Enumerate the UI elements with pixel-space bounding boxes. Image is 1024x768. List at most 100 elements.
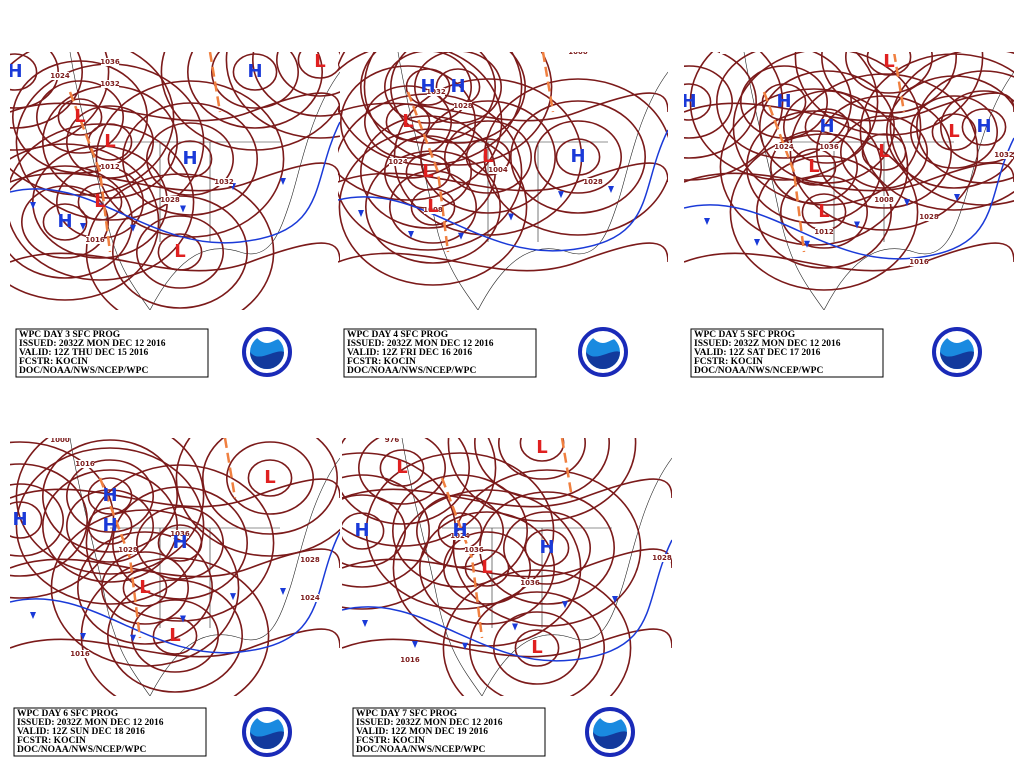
info-line: FCSTR: KOCIN <box>356 736 425 746</box>
pressure-label: 1016 <box>70 650 90 658</box>
isobar <box>247 459 293 497</box>
isobar <box>483 78 668 236</box>
noaa-logo <box>578 327 628 377</box>
info-line: DOC/NOAA/NWS/NCEP/WPC <box>694 366 823 376</box>
isobar <box>338 92 668 122</box>
info-line: VALID: 12Z MON DEC 19 2016 <box>356 727 488 737</box>
isobar <box>42 203 88 241</box>
trough <box>68 91 112 253</box>
trough <box>406 91 450 253</box>
info-line: DOC/NOAA/NWS/NCEP/WPC <box>347 366 476 376</box>
high-center: H <box>450 76 465 97</box>
isobar <box>10 441 115 599</box>
isobar <box>202 438 338 535</box>
isobar <box>107 579 243 693</box>
trough <box>440 477 484 639</box>
noaa-logo <box>932 327 982 377</box>
isobar <box>739 65 829 139</box>
front-pip <box>230 593 236 601</box>
isobar <box>187 52 323 129</box>
isobar <box>534 120 623 194</box>
info-line: ISSUED: 2032Z MON DEC 12 2016 <box>347 339 494 349</box>
cold-front <box>10 531 340 654</box>
front-pip <box>854 221 860 229</box>
pressure-label: 1008 <box>423 206 443 214</box>
isobar <box>338 162 668 192</box>
front-pip <box>30 202 36 209</box>
front-pip <box>458 232 464 240</box>
isobar <box>211 52 299 109</box>
isobar <box>252 52 340 117</box>
isobar <box>232 53 278 91</box>
front-pip <box>30 612 36 619</box>
isobar <box>146 122 235 196</box>
isobar <box>175 438 340 557</box>
isobar <box>35 80 125 154</box>
low-center: L <box>139 577 150 598</box>
front-pip <box>80 633 86 641</box>
isobar <box>136 506 225 580</box>
high-center: H <box>7 61 22 82</box>
isobar <box>342 438 497 547</box>
isobar <box>437 512 483 550</box>
isobar <box>225 52 340 139</box>
info-line: FCSTR: KOCIN <box>694 357 763 367</box>
front-pip <box>130 224 136 232</box>
info-line: ISSUED: 2032Z MON DEC 12 2016 <box>17 718 164 728</box>
front-pip <box>362 620 368 627</box>
info-line: ISSUED: 2032Z MON DEC 12 2016 <box>694 339 841 349</box>
forecast-panel: 1012 1004 1036 1024 1008 1028 1032 1016 1012 H H H H… <box>684 52 1014 310</box>
isobar <box>684 83 712 121</box>
low-center: L <box>402 111 413 132</box>
isobar <box>410 188 456 226</box>
isobar <box>716 52 852 159</box>
trough <box>98 477 142 639</box>
isobar <box>342 474 430 588</box>
low-center: L <box>264 467 275 488</box>
front-pip <box>904 199 910 207</box>
front-pip <box>954 194 960 202</box>
front-pip <box>608 186 614 194</box>
info-line: ISSUED: 2032Z MON DEC 12 2016 <box>356 718 503 728</box>
info-line: VALID: 12Z SUN DEC 18 2016 <box>17 727 145 737</box>
isobar <box>684 162 1014 192</box>
isobar <box>940 90 1014 164</box>
isobar <box>10 483 64 557</box>
isobar <box>719 88 909 246</box>
front-pip <box>754 239 760 247</box>
isobar <box>392 474 528 588</box>
high-center: H <box>570 146 585 167</box>
isobar <box>77 531 213 645</box>
coastline <box>743 52 1014 310</box>
low-center: L <box>94 191 105 212</box>
pressure-label: 1016 <box>400 656 420 664</box>
high-center: H <box>172 532 187 553</box>
pressure-label: 1024 <box>300 594 320 602</box>
info-line: WPC DAY 6 SFC PROG <box>17 709 119 719</box>
isobar <box>65 459 155 533</box>
isobar <box>136 215 225 289</box>
trough <box>223 438 237 499</box>
pressure-label: 1016 <box>909 258 929 266</box>
isobar <box>384 52 472 124</box>
isobar <box>42 439 178 553</box>
front-pip <box>412 641 418 649</box>
isobar <box>85 464 275 622</box>
front-pip <box>508 213 514 221</box>
low-center: L <box>427 196 438 217</box>
pressure-label: 1024 <box>774 143 794 151</box>
isobar <box>510 100 646 214</box>
isobar <box>816 95 952 209</box>
isobar <box>684 52 757 159</box>
pressure-label: 1036 <box>100 58 120 66</box>
isobar <box>10 143 160 301</box>
isobar <box>95 80 285 238</box>
isobar <box>338 52 523 166</box>
isobar <box>393 78 583 236</box>
front-pip <box>408 231 414 239</box>
isobar <box>112 486 248 600</box>
isobar <box>10 52 83 129</box>
pressure-label: 1004 <box>488 166 508 174</box>
